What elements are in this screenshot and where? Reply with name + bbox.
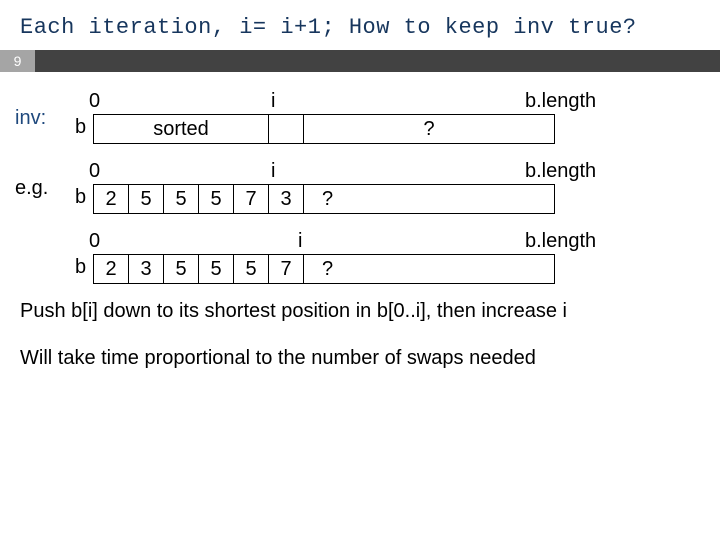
slide-title: Each iteration, i= i+1; How to keep inv … bbox=[0, 0, 720, 50]
row-eg: e.g. b 0 i b.length 2 5 5 5 7 3 ? bbox=[15, 162, 705, 214]
array-box-1: sorted ? bbox=[93, 114, 555, 144]
ticks-3: 0 i b.length bbox=[93, 230, 555, 252]
tick-zero-1: 0 bbox=[89, 90, 100, 113]
cell-3-3: 5 bbox=[199, 255, 234, 283]
cell-2-5: 3 bbox=[269, 185, 304, 213]
seg-q-1: ? bbox=[304, 115, 554, 143]
slide-number-bar: 9 bbox=[0, 50, 720, 72]
cell-2-0: 2 bbox=[94, 185, 129, 213]
b-label-2: b bbox=[75, 186, 86, 209]
content-area: inv: b 0 i b.length sorted ? e.g. b 0 i … bbox=[0, 72, 720, 284]
tick-zero-2: 0 bbox=[89, 160, 100, 183]
tick-i-2: i bbox=[271, 160, 275, 183]
array-inv: b 0 i b.length sorted ? bbox=[93, 92, 555, 144]
cell-3-5: 7 bbox=[269, 255, 304, 283]
tick-i-3: i bbox=[298, 230, 302, 253]
eg-label: e.g. bbox=[15, 177, 75, 200]
b-label-1: b bbox=[75, 116, 86, 139]
inv-label: inv: bbox=[15, 107, 75, 130]
cell-3-0: 2 bbox=[94, 255, 129, 283]
seg-q-3: ? bbox=[304, 255, 554, 283]
tick-zero-3: 0 bbox=[89, 230, 100, 253]
cell-3-1: 3 bbox=[129, 255, 164, 283]
tick-blen-2: b.length bbox=[525, 160, 596, 183]
footer-line-1: Push b[i] down to its shortest position … bbox=[20, 298, 700, 325]
tick-blen-1: b.length bbox=[525, 90, 596, 113]
tick-blen-3: b.length bbox=[525, 230, 596, 253]
array-eg: b 0 i b.length 2 5 5 5 7 3 ? bbox=[93, 162, 555, 214]
cell-2-2: 5 bbox=[164, 185, 199, 213]
array-3: b 0 i b.length 2 3 5 5 5 7 ? bbox=[93, 232, 555, 284]
b-label-3: b bbox=[75, 256, 86, 279]
cell-3-2: 5 bbox=[164, 255, 199, 283]
cell-2-3: 5 bbox=[199, 185, 234, 213]
slide-number: 9 bbox=[0, 50, 35, 72]
footer-line-2: Will take time proportional to the numbe… bbox=[20, 345, 700, 372]
seg-q-2: ? bbox=[304, 185, 554, 213]
seg-i-empty bbox=[269, 115, 304, 143]
cell-3-4: 5 bbox=[234, 255, 269, 283]
cell-2-1: 5 bbox=[129, 185, 164, 213]
ticks-1: 0 i b.length bbox=[93, 90, 555, 112]
cell-2-4: 7 bbox=[234, 185, 269, 213]
tick-i-1: i bbox=[271, 90, 275, 113]
row-3: b 0 i b.length 2 3 5 5 5 7 ? bbox=[15, 232, 705, 284]
row-inv: inv: b 0 i b.length sorted ? bbox=[15, 92, 705, 144]
array-box-2: 2 5 5 5 7 3 ? bbox=[93, 184, 555, 214]
seg-sorted: sorted bbox=[94, 115, 269, 143]
array-box-3: 2 3 5 5 5 7 ? bbox=[93, 254, 555, 284]
bar-accent bbox=[35, 50, 720, 72]
ticks-2: 0 i b.length bbox=[93, 160, 555, 182]
